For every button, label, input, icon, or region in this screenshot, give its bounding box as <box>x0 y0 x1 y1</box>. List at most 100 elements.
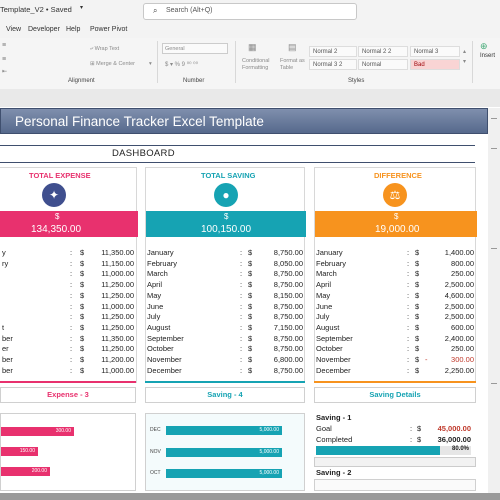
style-normal-3-2[interactable]: Normal 3 2 <box>309 59 357 70</box>
insert-cells-icon[interactable]: ⊕ <box>480 41 488 51</box>
month-row: October: $8,750.00 <box>145 344 305 354</box>
align-icon[interactable]: ≡ <box>2 42 7 49</box>
bar: 150.00 <box>1 447 38 456</box>
month-label: September <box>147 333 184 343</box>
month-row: June: $8,750.00 <box>145 302 305 312</box>
amount-value: 8,750.00 <box>273 269 303 279</box>
chevron-down-icon[interactable]: ▾ <box>463 59 467 65</box>
amount-value: 2,400.00 <box>444 333 474 343</box>
currency-symbol: $ <box>80 322 85 332</box>
piggy-bank-icon: ● <box>214 183 238 207</box>
colon: : <box>70 269 73 279</box>
month-row: April: $2,500.00 <box>314 280 476 290</box>
style-bad[interactable]: Bad <box>410 59 460 70</box>
banner-title: Personal Finance Tracker Excel Template <box>15 114 264 129</box>
currency-symbol: $ <box>248 280 253 290</box>
colon: : <box>70 355 73 364</box>
menu-developer[interactable]: Developer <box>28 26 60 33</box>
colon: : <box>407 290 410 300</box>
file-title[interactable]: Template_V2 • Saved <box>0 5 72 14</box>
goal-value: 45,000.00 <box>437 424 471 433</box>
menu-power-pivot[interactable]: Power Pivot <box>90 26 128 33</box>
chevron-down-icon[interactable]: ▾ <box>80 5 84 11</box>
bar: 200.00 <box>1 467 50 476</box>
colon: : <box>70 312 73 322</box>
difference-card: DIFFERENCE ⚖ $ 19,000.00 <box>314 167 477 383</box>
month-label: April <box>316 280 332 290</box>
colon: : <box>70 322 73 332</box>
month-row: April: $8,750.00 <box>145 280 305 290</box>
currency-symbol: $ <box>224 212 229 221</box>
format-as-table-button[interactable]: Format as <box>280 58 305 64</box>
search-icon: ⌕ <box>153 6 158 15</box>
category-label: NOV <box>150 449 161 455</box>
title-bar: Template_V2 • Saved ▾ ⌕ Search (Alt+Q) <box>0 0 500 23</box>
month-label: November <box>147 355 182 364</box>
search-box[interactable]: ⌕ Search (Alt+Q) <box>143 3 357 20</box>
month-row: December: $8,750.00 <box>145 366 305 376</box>
month-row: t: $11,250.00 <box>0 323 136 333</box>
total-saving-card: TOTAL SAVING ● $ 100,150.00 <box>145 167 306 383</box>
horizontal-scrollbar[interactable] <box>0 493 500 500</box>
currency-symbol: $ <box>415 355 420 364</box>
wrap-text-button[interactable]: ⤶ Wrap Text <box>90 46 120 52</box>
progress-percent: 80.0% <box>451 446 469 452</box>
month-row: December: $2,250.00 <box>314 366 476 376</box>
format-table-icon[interactable]: ▤ <box>288 42 297 52</box>
colon: : <box>407 333 410 343</box>
conditional-formatting-icon[interactable]: ▦ <box>248 42 257 52</box>
currency-symbol: $ <box>80 280 85 290</box>
menu-bar: View Developer Help Power Pivot <box>0 22 500 38</box>
bar: 300.00 <box>1 427 74 436</box>
month-label: August <box>316 322 340 332</box>
amount-value: 1,400.00 <box>444 248 474 257</box>
saving-underline <box>145 381 305 383</box>
month-label: July <box>147 312 161 322</box>
amount-value: 2,250.00 <box>444 365 474 375</box>
merge-center-button[interactable]: ⊞ Merge & Center <box>90 61 135 67</box>
month-row: January: $8,750.00 <box>145 248 305 258</box>
amount-value: 11,350.00 <box>101 248 134 257</box>
menu-view[interactable]: View <box>6 26 22 33</box>
style-normal-2-2[interactable]: Normal 2 2 <box>358 46 408 57</box>
currency-format-icon[interactable]: $ ▾ % 9 ⁰⁰ ⁰⁰ <box>165 62 198 68</box>
month-label: October <box>316 344 343 354</box>
insert-button[interactable]: Insert <box>480 53 496 59</box>
currency-symbol: $ <box>248 355 253 364</box>
chevron-up-icon[interactable]: ▴ <box>463 49 467 55</box>
month-row: November: $6,800.00 <box>145 355 305 365</box>
banner: Personal Finance Tracker Excel Template <box>0 108 488 134</box>
amount-value: 11,350.00 <box>101 333 134 343</box>
align-left-icon[interactable]: ≡ <box>2 56 7 63</box>
data-label: 5,000.00 <box>259 449 279 455</box>
card-title: DIFFERENCE <box>374 171 422 180</box>
month-label: August <box>147 322 171 332</box>
indent-icon[interactable]: ⇤ <box>2 69 8 75</box>
goal-label: Goal <box>316 424 332 433</box>
style-normal-3[interactable]: Normal 3 <box>410 46 460 57</box>
style-normal[interactable]: Normal <box>358 59 408 70</box>
colon: : <box>410 424 413 433</box>
month-label: March <box>147 269 168 279</box>
category-label: DEC <box>150 427 161 433</box>
expense-underline <box>0 381 136 383</box>
currency-symbol: $ <box>80 365 85 375</box>
amount-value: 8,750.00 <box>273 333 303 343</box>
conditional-formatting-button[interactable]: Conditional <box>242 58 270 64</box>
style-normal-2[interactable]: Normal 2 <box>309 46 357 57</box>
number-format-select[interactable]: General <box>162 43 228 54</box>
data-label: 200.00 <box>31 468 47 474</box>
dashboard-header: DASHBOARD <box>0 145 475 163</box>
total-bar: $ 100,150.00 <box>146 211 306 237</box>
month-row: January: $1,400.00 <box>314 248 476 258</box>
number-format-value: General <box>165 46 185 52</box>
month-label: October <box>147 344 174 354</box>
month-row: September: $2,400.00 <box>314 334 476 344</box>
menu-help[interactable]: Help <box>66 26 81 33</box>
month-row: ber: $11,200.00 <box>0 355 136 365</box>
currency-symbol: $ <box>415 269 420 279</box>
data-label: 150.00 <box>19 448 35 454</box>
amount-value: 8,750.00 <box>273 301 303 311</box>
chevron-down-icon[interactable]: ▾ <box>149 61 152 67</box>
month-row: February: $800.00 <box>314 259 476 269</box>
